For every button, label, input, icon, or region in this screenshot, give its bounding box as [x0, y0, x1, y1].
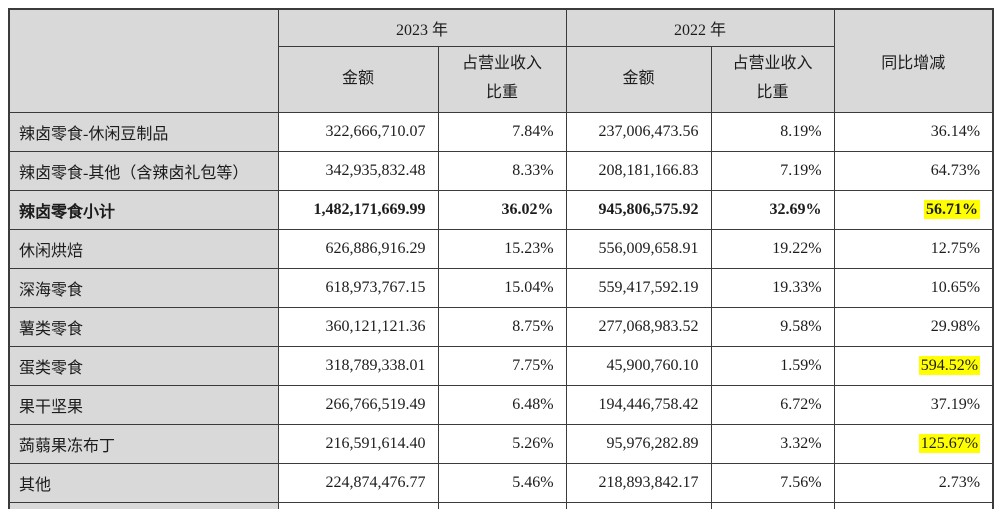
header-corner-cell [8, 8, 279, 113]
header-revenue-share-line1: 占营业收入 [462, 55, 543, 73]
cell-amount-2023: 618,973,767.15 [277, 267, 439, 308]
cell-amount-2022: 556,009,658.91 [565, 228, 712, 269]
header-revenue-share-line2: 比重 [756, 84, 789, 101]
cell-amount-2022: 559,417,592.19 [565, 267, 712, 308]
cell-share-2023: 7.75% [437, 345, 567, 386]
cell-label: 蛋类零食 [8, 345, 279, 386]
table-row: 果干坚果 266,766,519.49 6.48% 194,446,758.42… [8, 384, 994, 425]
cell-share-2022: 8.19% [710, 111, 835, 152]
cell-amount-2022: 208,181,166.83 [565, 150, 712, 191]
table-row: 辣卤零食-其他（含辣卤礼包等） 342,935,832.48 8.33% 208… [8, 150, 994, 191]
cell-share-2023: 5.26% [437, 423, 567, 464]
cell-yoy: 2.73% [833, 462, 994, 503]
cell-label: 休闲烘焙 [8, 228, 279, 269]
header-row-years: 2023 年 2022 年 同比增减 [8, 8, 994, 113]
cell-share-2022: 1.59% [710, 345, 835, 386]
cell-label: 蒟蒻果冻布丁 [8, 423, 279, 464]
header-amount-2022: 金额 [565, 45, 712, 113]
cell-amount-2023: 318,789,338.01 [277, 345, 439, 386]
cell-share-2022: 7.19% [710, 150, 835, 191]
cell-label: 果干坚果 [8, 384, 279, 425]
header-row-subcolumns: 金额 占营业收入比重 金额 占营业收入比重 [9, 45, 993, 113]
header-amount-2023: 金额 [277, 45, 439, 113]
cell-share-2023: 6.48% [437, 384, 567, 425]
cell-amount-2022: 237,006,473.56 [565, 111, 712, 152]
cell-share-2022: 7.56% [710, 462, 835, 503]
table-row: 休闲烘焙 626,886,916.29 15.23% 556,009,658.9… [8, 228, 994, 269]
cell-label: 深海零食 [8, 267, 279, 308]
header-year-2023: 2023 年 [277, 8, 567, 47]
revenue-by-category-table: 2023 年 2022 年 同比增减 金额 占营业收入比重 金额 占营业收入比重… [8, 8, 995, 509]
cell-amount-2022 [565, 501, 712, 509]
cell-label [8, 501, 279, 509]
table-header: 2023 年 2022 年 同比增减 金额 占营业收入比重 金额 占营业收入比重 [8, 8, 994, 113]
cell-share-2022: 19.22% [710, 228, 835, 269]
cell-share-2023: 8.75% [437, 306, 567, 347]
cell-share-2022: 9.58% [710, 306, 835, 347]
cell-yoy: 64.73% [833, 150, 994, 191]
cell-share-2022: 6.72% [710, 384, 835, 425]
cell-label: 辣卤零食-休闲豆制品 [8, 111, 279, 152]
cell-share-2023: 15.04% [437, 267, 567, 308]
cell-yoy: 29.98% [833, 306, 994, 347]
cell-yoy: 56.71% [833, 189, 994, 230]
cell-amount-2023: 626,886,916.29 [277, 228, 439, 269]
cell-yoy: 10.65% [833, 267, 994, 308]
table-body: 辣卤零食-休闲豆制品 322,666,710.07 7.84% 237,006,… [8, 111, 994, 509]
table-row: 蒟蒻果冻布丁 216,591,614.40 5.26% 95,976,282.8… [8, 423, 994, 464]
cell-amount-2022: 194,446,758.42 [565, 384, 712, 425]
cell-yoy [833, 501, 994, 509]
header-year-2022: 2022 年 [565, 8, 835, 47]
cell-label: 辣卤零食小计 [8, 189, 279, 230]
cell-share-2022: 19.33% [710, 267, 835, 308]
table-row: 其他 224,874,476.77 5.46% 218,893,842.17 7… [8, 462, 994, 503]
cell-amount-2023: 322,666,710.07 [277, 111, 439, 152]
cell-amount-2023: 224,874,476.77 [277, 462, 439, 503]
cell-amount-2023: 342,935,832.48 [277, 150, 439, 191]
cell-share-2023 [437, 501, 567, 509]
yoy-highlight: 594.52% [918, 355, 981, 375]
cell-amount-2023: 216,591,614.40 [277, 423, 439, 464]
cell-share-2022: 32.69% [710, 189, 835, 230]
table-row: 辣卤零食-休闲豆制品 322,666,710.07 7.84% 237,006,… [8, 111, 994, 152]
cell-amount-2022: 277,068,983.52 [565, 306, 712, 347]
cell-share-2023: 15.23% [437, 228, 567, 269]
header-yoy: 同比增减 [833, 8, 994, 113]
table-row-clipped [8, 501, 994, 509]
header-revenue-share-2022: 占营业收入 比重 [710, 45, 835, 113]
cell-yoy: 37.19% [833, 384, 994, 425]
cell-share-2023: 36.02% [437, 189, 567, 230]
cell-label: 其他 [8, 462, 279, 503]
table-row: 深海零食 618,973,767.15 15.04% 559,417,592.1… [8, 267, 994, 308]
cell-yoy: 12.75% [833, 228, 994, 269]
cell-label: 辣卤零食-其他（含辣卤礼包等） [8, 150, 279, 191]
cell-yoy: 594.52% [833, 345, 994, 386]
cell-share-2023: 8.33% [437, 150, 567, 191]
table-row: 蛋类零食 318,789,338.01 7.75% 45,900,760.10 … [8, 345, 994, 386]
cell-share-2022 [710, 501, 835, 509]
cell-amount-2023: 360,121,121.36 [277, 306, 439, 347]
yoy-highlight: 56.71% [924, 199, 981, 219]
table-row-subtotal: 辣卤零食小计 1,482,171,669.99 36.02% 945,806,5… [8, 189, 994, 230]
cell-amount-2022: 95,976,282.89 [565, 423, 712, 464]
cell-yoy: 36.14% [833, 111, 994, 152]
cell-amount-2023: 266,766,519.49 [277, 384, 439, 425]
cell-amount-2023: 1,482,171,669.99 [277, 189, 439, 230]
header-revenue-share-2023: 占营业收入 比重 [437, 45, 567, 113]
header-revenue-share-line2: 比重 [486, 84, 519, 101]
cell-label: 薯类零食 [8, 306, 279, 347]
cell-share-2022: 3.32% [710, 423, 835, 464]
yoy-highlight: 125.67% [918, 433, 981, 453]
cell-share-2023: 5.46% [437, 462, 567, 503]
cell-amount-2022: 218,893,842.17 [565, 462, 712, 503]
table-row: 薯类零食 360,121,121.36 8.75% 277,068,983.52… [8, 306, 994, 347]
cell-yoy: 125.67% [833, 423, 994, 464]
header-revenue-share-line1: 占营业收入 [732, 55, 813, 73]
cell-share-2023: 7.84% [437, 111, 567, 152]
cell-amount-2022: 45,900,760.10 [565, 345, 712, 386]
cell-amount-2023 [277, 501, 439, 509]
cell-amount-2022: 945,806,575.92 [565, 189, 712, 230]
